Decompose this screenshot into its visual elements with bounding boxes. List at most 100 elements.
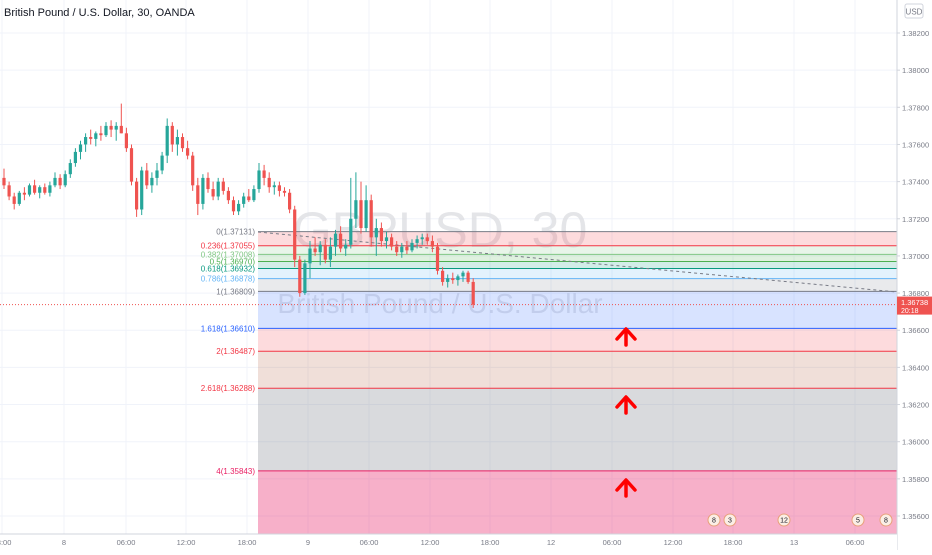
- candle-down[interactable]: [430, 235, 434, 253]
- candle-down[interactable]: [145, 163, 149, 190]
- candle-down[interactable]: [33, 179, 37, 195]
- candle-up[interactable]: [53, 172, 57, 188]
- candle-down[interactable]: [313, 237, 317, 256]
- candle-up[interactable]: [461, 270, 465, 282]
- dashed-trend-line[interactable]: [257, 231, 898, 293]
- candle-up[interactable]: [175, 129, 179, 156]
- candle-down[interactable]: [247, 189, 251, 203]
- candle-down[interactable]: [471, 278, 475, 308]
- candle-down[interactable]: [170, 122, 174, 152]
- event-badge[interactable]: 12: [777, 513, 791, 527]
- candle-up[interactable]: [216, 177, 220, 201]
- candle-down[interactable]: [435, 242, 440, 275]
- candle-up[interactable]: [165, 118, 169, 164]
- candle-up[interactable]: [17, 190, 21, 206]
- event-badge[interactable]: 8: [879, 513, 893, 527]
- candle-down[interactable]: [186, 140, 190, 160]
- candle-up[interactable]: [201, 174, 205, 210]
- candle-down[interactable]: [277, 181, 281, 197]
- candle-down[interactable]: [282, 187, 287, 197]
- candle-up[interactable]: [354, 172, 358, 229]
- candle-up[interactable]: [155, 163, 159, 186]
- time-scale-bg[interactable]: [0, 534, 897, 550]
- candle-down[interactable]: [89, 129, 93, 145]
- candle-down[interactable]: [267, 172, 271, 193]
- candle-up[interactable]: [160, 151, 164, 175]
- event-badge[interactable]: 8: [707, 513, 721, 527]
- candle-down[interactable]: [298, 255, 302, 297]
- candle-up[interactable]: [420, 233, 424, 245]
- candle-down[interactable]: [191, 151, 195, 191]
- candle-down[interactable]: [7, 181, 11, 201]
- candle-up[interactable]: [384, 231, 389, 249]
- candle-down[interactable]: [466, 270, 470, 284]
- candle-up[interactable]: [68, 159, 72, 178]
- candle-up[interactable]: [303, 259, 307, 295]
- candle-down[interactable]: [58, 174, 62, 190]
- candle-down[interactable]: [288, 189, 292, 214]
- candle-down[interactable]: [124, 127, 128, 152]
- candle-down[interactable]: [226, 187, 230, 204]
- candle-down[interactable]: [99, 125, 103, 141]
- candle-down[interactable]: [22, 187, 26, 201]
- candle-up[interactable]: [446, 274, 450, 288]
- candle-up[interactable]: [94, 131, 98, 147]
- candle-up[interactable]: [252, 185, 256, 203]
- candle-down[interactable]: [339, 226, 343, 253]
- candle-up[interactable]: [27, 183, 32, 197]
- candle-down[interactable]: [425, 233, 429, 245]
- candle-up[interactable]: [328, 237, 332, 268]
- candle-down[interactable]: [206, 172, 210, 193]
- candle-up[interactable]: [374, 218, 378, 256]
- candle-up[interactable]: [114, 122, 118, 141]
- candle-down[interactable]: [43, 183, 47, 195]
- candle-up[interactable]: [38, 185, 42, 199]
- candle-up[interactable]: [318, 241, 322, 266]
- candle-up[interactable]: [308, 241, 312, 279]
- candle-up[interactable]: [410, 239, 414, 253]
- event-badge[interactable]: 3: [723, 513, 737, 527]
- candle-down[interactable]: [221, 177, 225, 195]
- candle-up[interactable]: [84, 133, 88, 152]
- candle-up[interactable]: [78, 140, 83, 160]
- candle-up[interactable]: [349, 177, 353, 249]
- candle-up[interactable]: [364, 185, 368, 232]
- candle-down[interactable]: [359, 181, 363, 234]
- candle-down[interactable]: [119, 103, 123, 134]
- candle-down[interactable]: [196, 177, 200, 216]
- candle-down[interactable]: [323, 239, 327, 264]
- candle-down[interactable]: [180, 133, 185, 152]
- candle-up[interactable]: [257, 163, 261, 193]
- candle-down[interactable]: [231, 196, 236, 216]
- candle-down[interactable]: [12, 192, 16, 210]
- candle-down[interactable]: [293, 205, 297, 268]
- candle-down[interactable]: [369, 194, 373, 247]
- candle-up[interactable]: [150, 172, 154, 193]
- candle-down[interactable]: [441, 267, 445, 286]
- candle-up[interactable]: [333, 229, 338, 256]
- candle-down[interactable]: [129, 144, 134, 186]
- price-scale-bg[interactable]: [897, 0, 932, 550]
- candle-down[interactable]: [135, 177, 139, 217]
- candle-down[interactable]: [395, 241, 399, 256]
- candle-down[interactable]: [405, 241, 409, 255]
- candle-down[interactable]: [390, 233, 394, 251]
- candle-down[interactable]: [451, 272, 455, 284]
- candle-up[interactable]: [456, 274, 460, 286]
- candle-up[interactable]: [272, 181, 276, 195]
- candle-up[interactable]: [237, 200, 241, 216]
- candle-up[interactable]: [344, 239, 348, 256]
- candle-down[interactable]: [109, 120, 113, 138]
- candle-up[interactable]: [104, 122, 108, 138]
- candle-down[interactable]: [211, 181, 215, 201]
- candle-up[interactable]: [415, 235, 419, 249]
- candle-up[interactable]: [48, 181, 52, 197]
- candle-down[interactable]: [262, 164, 266, 186]
- candle-down[interactable]: [379, 222, 383, 247]
- candle-up[interactable]: [140, 166, 144, 216]
- currency-badge[interactable]: USD: [904, 3, 924, 19]
- candle-up[interactable]: [400, 242, 404, 258]
- candle-up[interactable]: [73, 148, 77, 167]
